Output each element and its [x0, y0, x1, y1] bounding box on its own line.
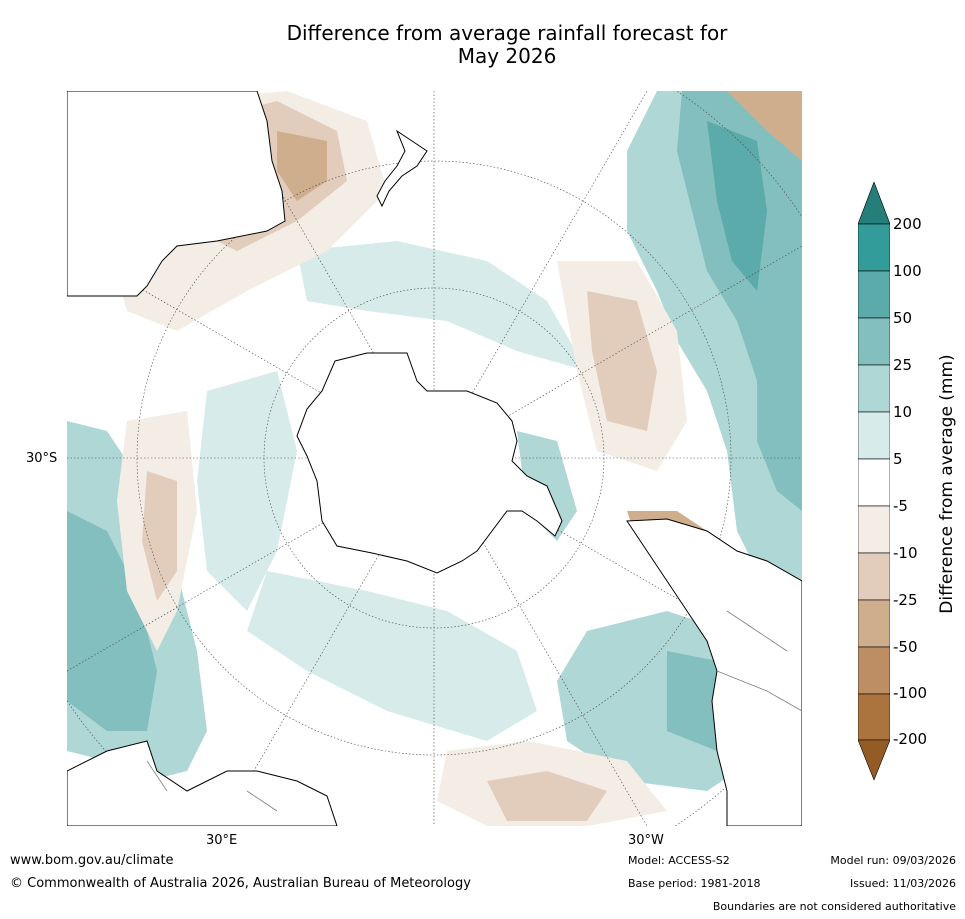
colorbar-tick-5: 5 [893, 450, 903, 468]
colorbar-segment-neutral [858, 458, 890, 507]
colorbar-tick-minus5: -5 [893, 497, 908, 515]
footer-copyright: © Commonwealth of Australia 2026, Austra… [10, 876, 471, 891]
forecast-map [67, 91, 802, 826]
footer-model: Model: ACCESS-S2 [628, 854, 730, 867]
africa-coastline [67, 740, 338, 826]
colorbar-segment-50-100 [858, 270, 890, 319]
colorbar-tick-25: 25 [893, 356, 913, 374]
colorbar-tick-minus10: -10 [893, 544, 918, 562]
light-wet-ring-north [297, 241, 587, 371]
wet-region-southwest-core [67, 511, 157, 731]
latitude-circle-30s [136, 160, 732, 756]
colorbar-segment-25-50 [858, 317, 890, 366]
colorbar-segment-minus25-minus50 [858, 599, 890, 648]
australia-coastline [67, 91, 286, 297]
latitude-label-30s: 30°S [26, 451, 58, 466]
colorbar-segment-10-25 [858, 364, 890, 413]
footer-url[interactable]: www.bom.gov.au/climate [10, 853, 174, 868]
colorbar-tick-minus200: -200 [893, 730, 928, 748]
map-canvas [67, 91, 802, 826]
colorbar-tick-50: 50 [893, 309, 913, 327]
colorbar-segment-100-200 [858, 223, 890, 272]
colorbar-tick-minus25: -25 [893, 591, 918, 609]
wet-region-east-core [677, 91, 802, 511]
south-america-coastline [626, 518, 802, 826]
footer-base-period: Base period: 1981-2018 [628, 877, 761, 890]
light-wet-ring-south [247, 571, 537, 741]
colorbar-segment-minus5-minus10 [858, 505, 890, 554]
colorbar-segment-minus50-minus100 [858, 646, 890, 695]
colorbar-tick-200: 200 [893, 215, 922, 233]
footer-disclaimer: Boundaries are not considered authoritat… [712, 900, 956, 913]
colorbar-segment-minus10-minus25 [858, 552, 890, 601]
dry-region-north-peak [277, 131, 327, 201]
country-boundaries [146, 610, 802, 812]
longitude-label-30w: 30°W [628, 833, 664, 848]
new-zealand-coastline [376, 129, 428, 208]
colorbar-tick-10: 10 [893, 403, 913, 421]
colorbar-title: Difference from average (mm) [937, 354, 957, 614]
antarctica-coastline [296, 352, 563, 574]
dry-region-northeast [727, 91, 802, 161]
light-wet-ring-west [197, 371, 297, 611]
colorbar-tick-100: 100 [893, 262, 922, 280]
map-title: Difference from average rainfall forecas… [67, 22, 947, 68]
colorbar-tick-minus50: -50 [893, 638, 918, 656]
title-line-2: May 2026 [457, 44, 557, 68]
wet-region-east-peak [707, 121, 767, 291]
colorbar-tick-minus100: -100 [893, 684, 928, 702]
longitude-label-30e: 30°E [206, 833, 238, 848]
colorbar-segment-minus100-minus200 [858, 693, 890, 741]
dry-region-west-core [142, 471, 177, 601]
colorbar-segment-lt-minus200 [858, 739, 890, 781]
dry-region-south-core [487, 771, 607, 821]
footer-issued: Issued: 11/03/2026 [849, 877, 956, 890]
colorbar-segment-gt-200 [858, 182, 890, 225]
dry-region-east-core [587, 291, 657, 431]
colorbar [858, 182, 890, 781]
footer-model-run: Model run: 09/03/2026 [830, 854, 956, 867]
colorbar-segment-5-10 [858, 411, 890, 460]
title-line-1: Difference from average rainfall forecas… [286, 21, 728, 45]
